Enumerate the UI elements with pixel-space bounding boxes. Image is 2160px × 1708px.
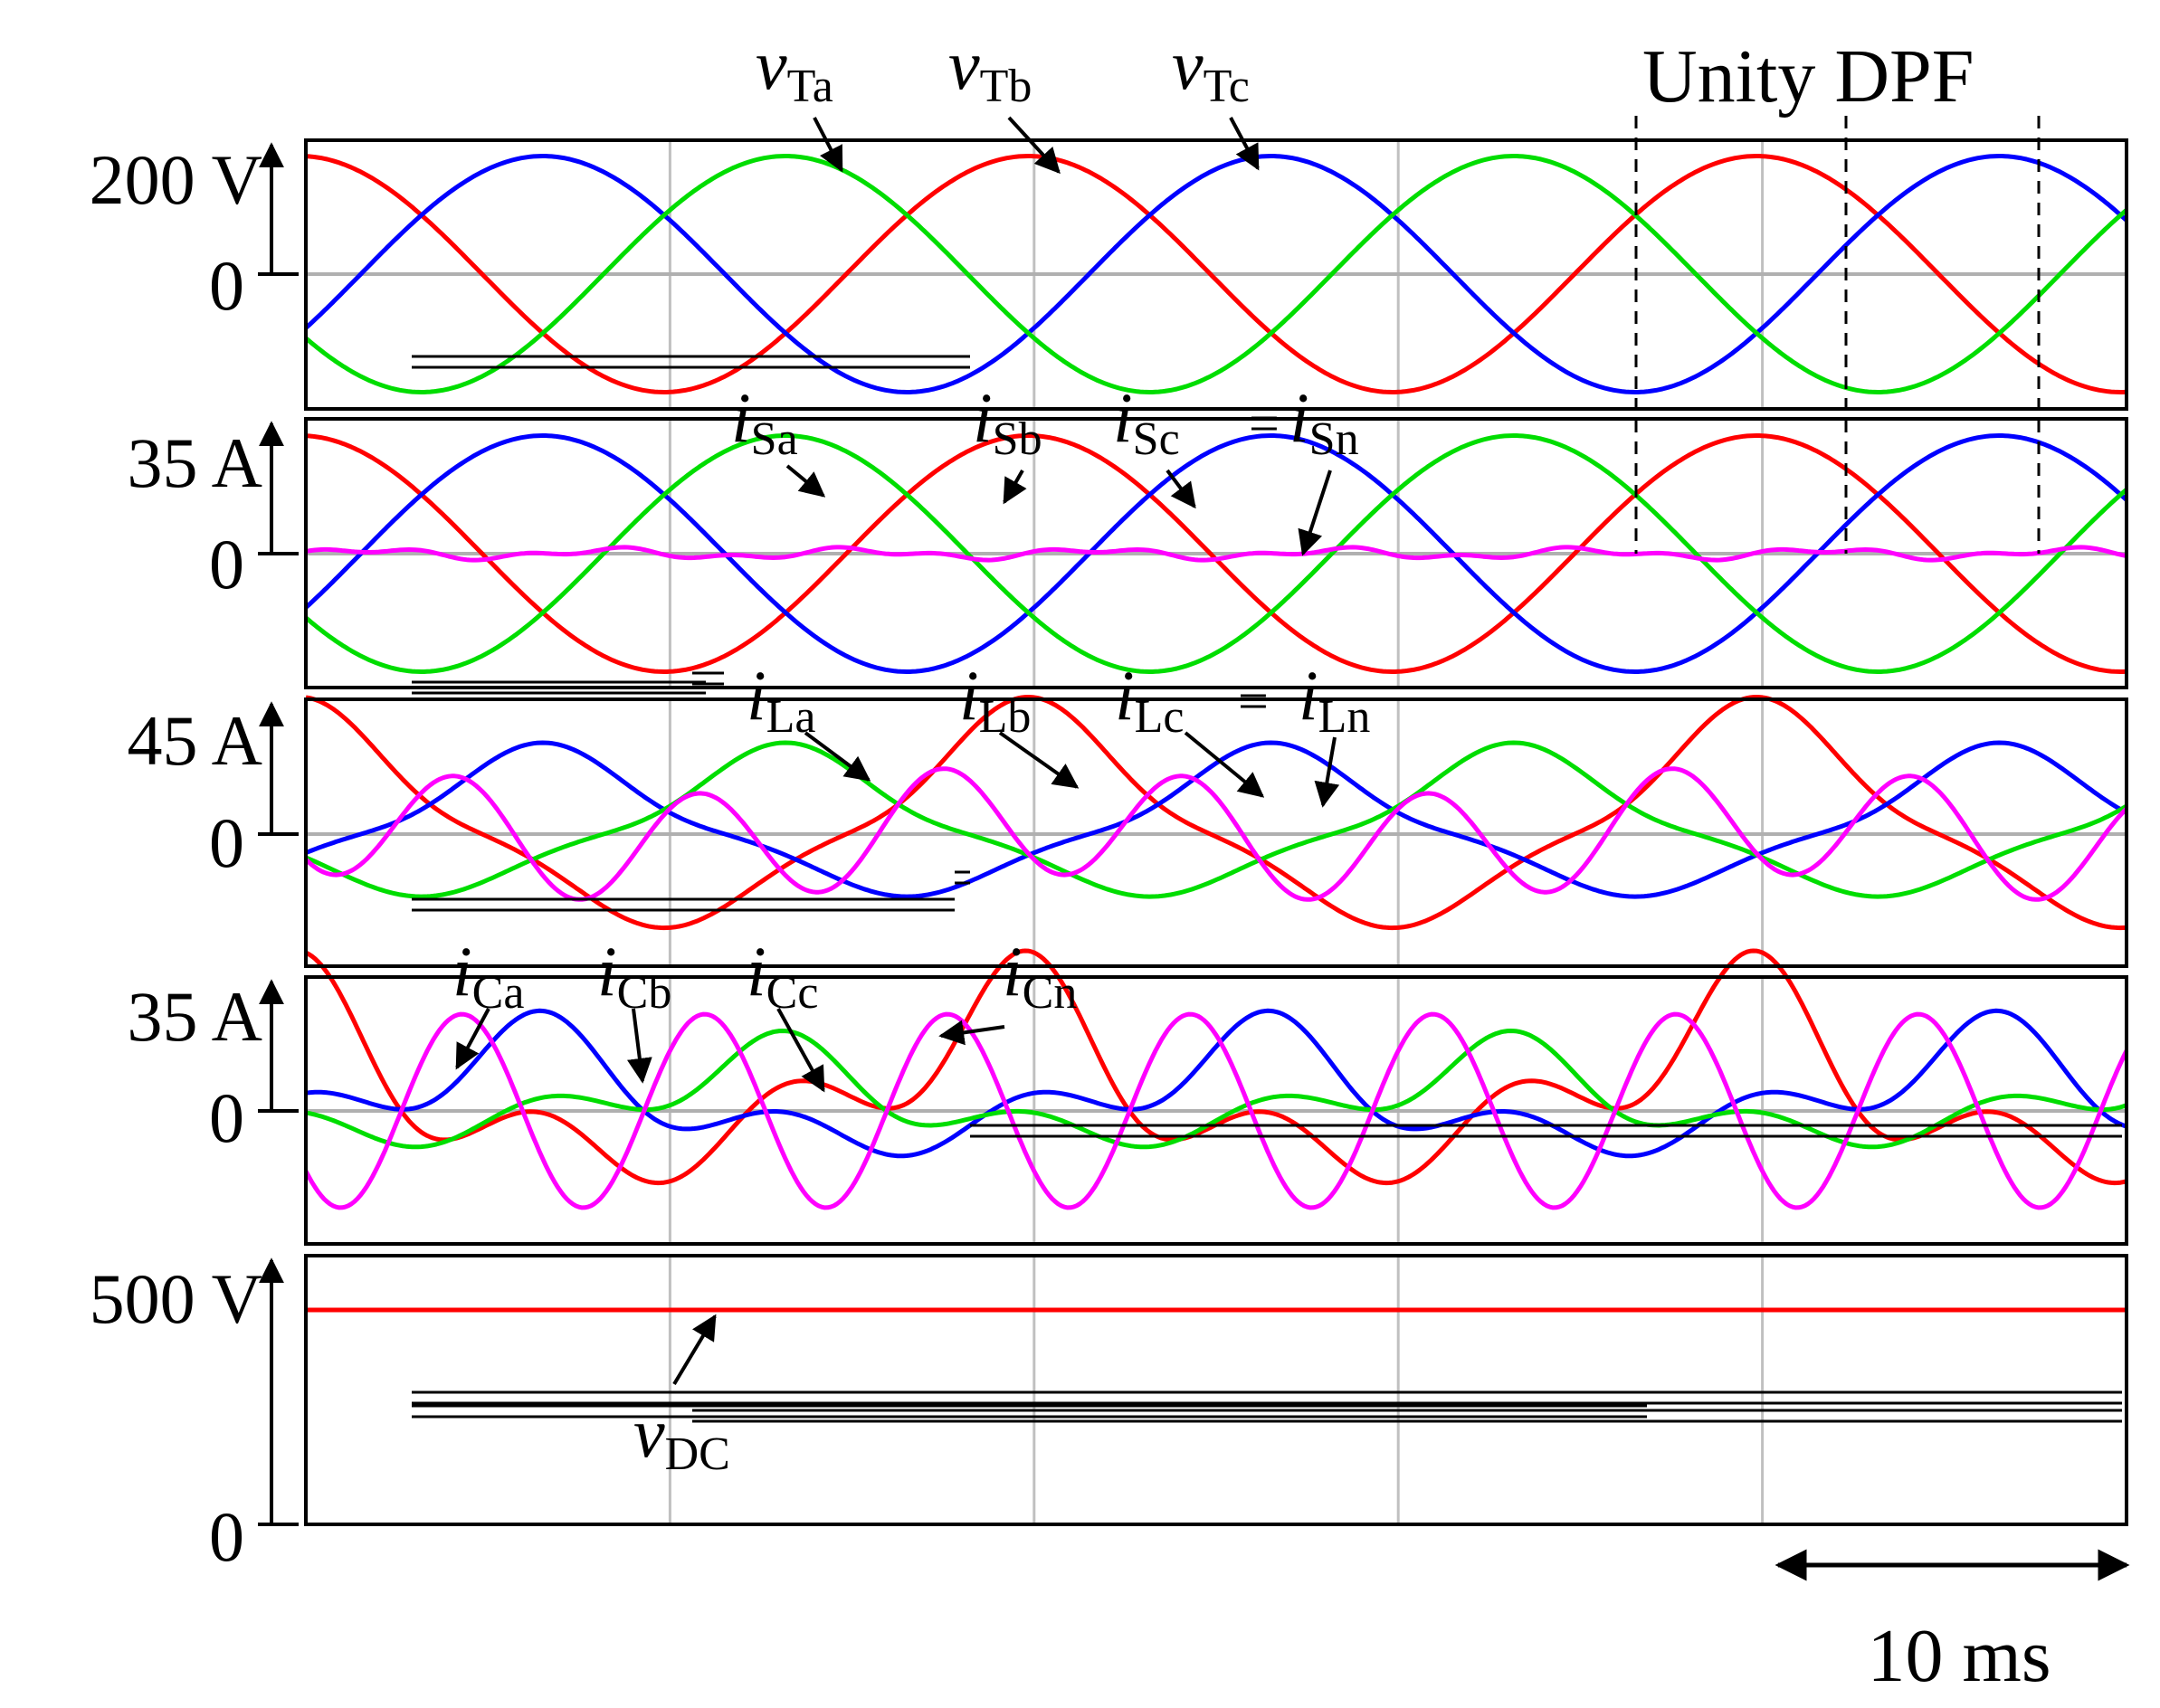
legend-iLn-sub: Ln (1318, 691, 1371, 743)
trace-vTc (304, 154, 2128, 394)
legend-iCn-sub: Cn (1023, 967, 1078, 1019)
legend-iLc-sub: Lc (1135, 691, 1185, 743)
legend-vTc-main: v (1172, 25, 1204, 104)
scale-label-dc-voltage: 500 V (90, 1259, 262, 1338)
legend-vDC-sub: DC (665, 1428, 730, 1480)
legend-iSb: iSb (973, 378, 1042, 465)
legend-vDC-main: v (633, 1393, 665, 1472)
legend-vTc: vTc (1172, 25, 1250, 112)
legend-separator-L: = (1238, 671, 1269, 731)
legend-iSb-sub: Sb (993, 413, 1042, 465)
legend-vTa: vTa (756, 25, 833, 112)
pointer-arrow-vTc (1229, 117, 1260, 171)
panel-frame-source_current (304, 417, 2128, 689)
legend-iSc-sub: Sc (1133, 413, 1180, 465)
legend-vTc-sub: Tc (1204, 61, 1250, 112)
dpf-annotation: Unity DPF (1642, 34, 1974, 119)
legend-vTb-main: v (948, 25, 980, 104)
legend-iCb-sub: Cb (617, 967, 672, 1019)
trace-layer (303, 154, 2129, 1313)
pointer-arrow-iCc (776, 1008, 825, 1093)
scale-label-source-current: 35 A (127, 423, 262, 502)
panel-frame-compensator_current (304, 975, 2128, 1246)
pointer-arrow-iLc (1184, 731, 1265, 798)
legend-iSa: iSa (731, 378, 798, 465)
pointer-arrow-iLn (1314, 736, 1340, 808)
trace-iCn (303, 1011, 2129, 1210)
legend-iSn-sub: Sn (1309, 413, 1359, 465)
legend-iSc: iSc (1113, 378, 1180, 465)
legend-iCc: iCc (747, 932, 818, 1019)
trace-iLc (304, 740, 2128, 899)
legend-iCb: iCb (597, 932, 671, 1019)
pointer-arrow-iLa (804, 731, 871, 782)
frame-layer (258, 116, 2130, 1581)
zero-label-load-current: 0 (209, 803, 244, 882)
legend-iSa-sub: Sa (751, 413, 798, 465)
legend-iCn: iCn (1003, 932, 1077, 1019)
legend-iSb-main: i (973, 378, 993, 457)
trace-iLn (304, 766, 2128, 902)
trace-vTa (305, 154, 2127, 394)
legend-iCa-sub: Ca (472, 967, 525, 1019)
trace-iCa (304, 948, 2127, 1186)
legend-vTb-sub: Tb (980, 61, 1032, 112)
panel-frame-load_current (304, 697, 2128, 968)
grid-layer (306, 140, 2127, 1526)
pointer-arrow-iCn (938, 1020, 1005, 1046)
time-scale-label: 10 ms (1867, 1614, 2051, 1698)
legend-iSc-main: i (1113, 378, 1133, 457)
legend-iSa-main: i (731, 378, 751, 457)
zero-label-dc-voltage: 0 (209, 1497, 244, 1576)
legend-iSn: iSn (1289, 378, 1359, 465)
legend-iLb-sub: Lb (979, 691, 1032, 743)
pointer-arrow-iSn (1298, 470, 1332, 556)
pointer-arrow-iCa (455, 1008, 490, 1070)
legend-vTa-main: v (756, 25, 787, 104)
trace-iCc (305, 1029, 2127, 1150)
pointer-arrow-vTa (813, 117, 843, 173)
legend-iSn-main: i (1289, 378, 1309, 457)
legend-iCb-main: i (597, 932, 617, 1011)
legend-iLn: iLn (1299, 656, 1370, 743)
legend-vTb: vTb (948, 25, 1032, 112)
panel-frame-voltage (304, 138, 2128, 411)
legend-iCc-sub: Cc (766, 967, 819, 1019)
pointer-arrow-iSc (1166, 469, 1196, 509)
legend-iCa: iCa (452, 932, 524, 1019)
pointer-arrow-iCb (626, 1008, 652, 1084)
zero-label-voltage: 0 (209, 246, 244, 325)
legend-iLa-sub: La (766, 691, 816, 743)
legend-vTa-sub: Ta (787, 61, 833, 112)
trace-vTb (304, 154, 2128, 394)
legend-iCc-main: i (747, 932, 766, 1011)
legend-iLb-main: i (959, 656, 979, 735)
pointer-arrow-vDC (672, 1314, 717, 1386)
panel-frame-dc_voltage (304, 1254, 2128, 1526)
pointer-arrow-iSb (1003, 470, 1027, 505)
legend-iCa-main: i (452, 932, 472, 1011)
legend-iLa-main: i (747, 656, 766, 735)
legend-iLa: iLa (747, 656, 816, 743)
legend-iLn-main: i (1299, 656, 1318, 735)
trace-iSb (304, 433, 2128, 674)
legend-iLc-main: i (1115, 656, 1135, 735)
legend-separator-S: = (1249, 394, 1280, 453)
trace-iLb (305, 740, 2128, 899)
legend-iLc: iLc (1115, 656, 1185, 743)
trace-iSn (305, 545, 2127, 563)
scale-label-load-current: 45 A (127, 701, 262, 780)
pointer-arrow-iSa (785, 464, 826, 498)
pointer-arrow-vTb (1007, 116, 1061, 175)
scale-label-compensator-current: 35 A (127, 977, 262, 1056)
trace-iCb (305, 1008, 2127, 1159)
legend-vDC: vDC (633, 1393, 730, 1480)
zero-label-compensator-current: 0 (209, 1078, 244, 1157)
legend-iLb: iLb (959, 656, 1031, 743)
scale-label-voltage: 200 V (90, 140, 262, 219)
zero-label-source-current: 0 (209, 525, 244, 603)
pointer-arrow-iLb (998, 731, 1080, 789)
legend-iCn-main: i (1003, 932, 1023, 1011)
